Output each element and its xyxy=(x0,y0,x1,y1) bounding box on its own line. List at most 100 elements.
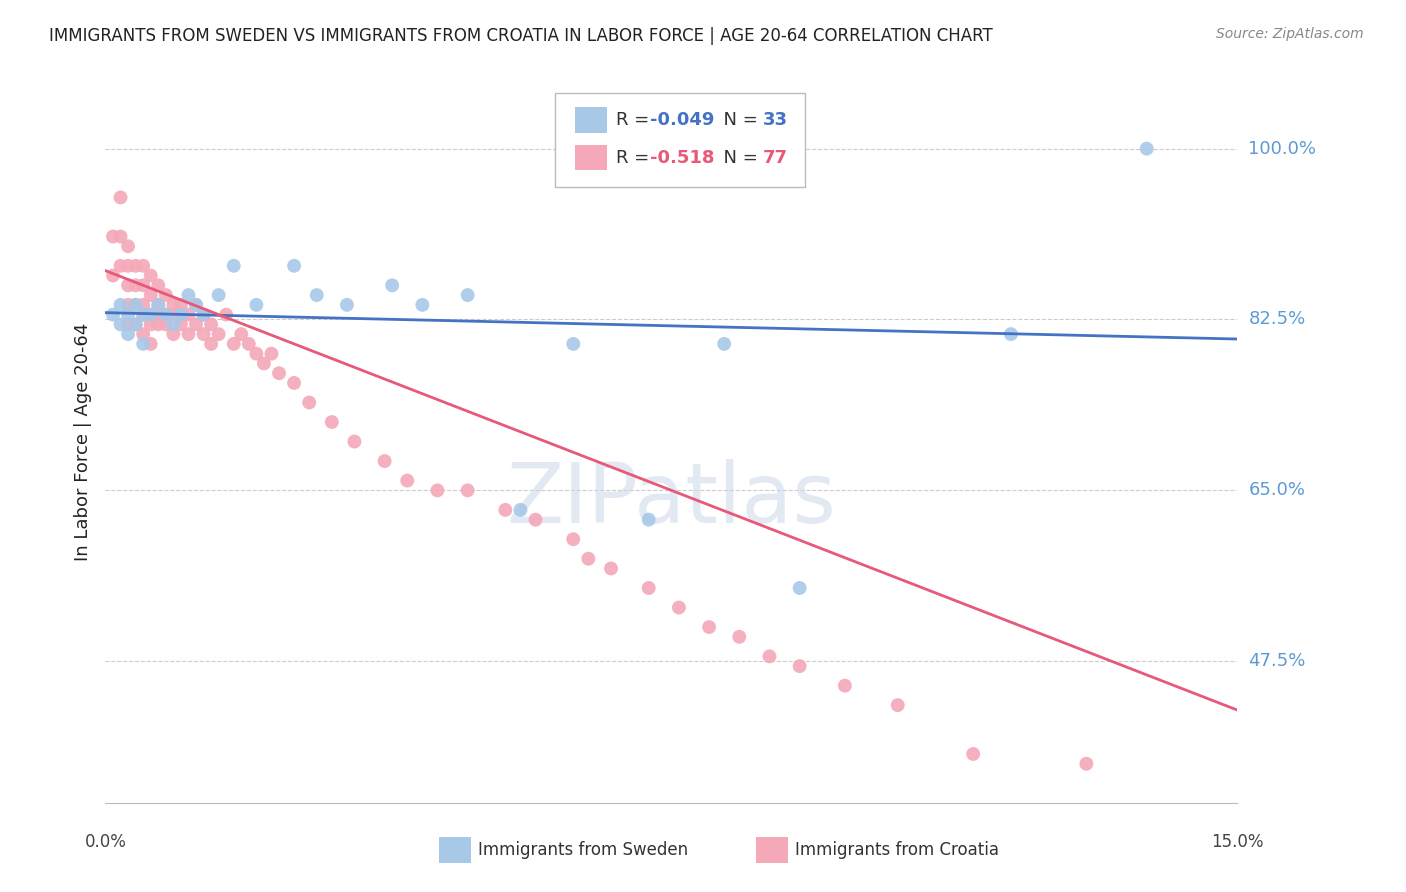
Point xyxy=(668,600,690,615)
Point xyxy=(457,288,479,302)
Point xyxy=(117,298,139,312)
Point xyxy=(193,327,215,342)
Point xyxy=(305,288,328,302)
Point xyxy=(298,395,321,409)
Point xyxy=(343,434,366,449)
Text: N =: N = xyxy=(711,149,763,167)
Point xyxy=(260,346,283,360)
Point xyxy=(117,318,139,332)
Point xyxy=(148,298,170,312)
FancyBboxPatch shape xyxy=(575,107,607,133)
Point xyxy=(208,327,231,342)
Point xyxy=(193,308,215,322)
Point xyxy=(758,649,780,664)
Point xyxy=(124,298,146,312)
Point xyxy=(117,259,139,273)
Point xyxy=(222,337,245,351)
Point xyxy=(177,308,200,322)
Point xyxy=(148,298,170,312)
Text: 15.0%: 15.0% xyxy=(1211,833,1264,851)
Point xyxy=(509,503,531,517)
Point xyxy=(494,503,516,517)
Point xyxy=(170,298,193,312)
Point xyxy=(713,337,735,351)
Point xyxy=(524,513,547,527)
Point xyxy=(155,288,177,302)
Point xyxy=(231,327,253,342)
Point xyxy=(1000,327,1022,342)
Point xyxy=(132,308,155,322)
Point xyxy=(117,327,139,342)
Point xyxy=(381,278,404,293)
Point xyxy=(834,679,856,693)
Point xyxy=(200,337,222,351)
Point xyxy=(374,454,396,468)
Point xyxy=(887,698,910,713)
Point xyxy=(200,318,222,332)
Text: R =: R = xyxy=(616,149,655,167)
Point xyxy=(245,346,267,360)
Point xyxy=(132,278,155,293)
Point xyxy=(162,308,184,322)
Point xyxy=(426,483,449,498)
Point xyxy=(253,356,276,370)
Point xyxy=(132,308,155,322)
Point xyxy=(110,318,132,332)
Text: 47.5%: 47.5% xyxy=(1249,652,1306,670)
Point xyxy=(155,308,177,322)
Point xyxy=(139,318,162,332)
Point xyxy=(697,620,720,634)
Point xyxy=(132,327,155,342)
Text: -0.049: -0.049 xyxy=(650,111,714,129)
Point xyxy=(222,259,245,273)
Point xyxy=(148,308,170,322)
Point xyxy=(283,259,305,273)
Text: IMMIGRANTS FROM SWEDEN VS IMMIGRANTS FROM CROATIA IN LABOR FORCE | AGE 20-64 COR: IMMIGRANTS FROM SWEDEN VS IMMIGRANTS FRO… xyxy=(49,27,993,45)
Point xyxy=(139,308,162,322)
Point xyxy=(600,561,623,575)
Point xyxy=(117,308,139,322)
Point xyxy=(124,318,146,332)
Point xyxy=(155,318,177,332)
Point xyxy=(321,415,343,429)
Point xyxy=(1076,756,1098,771)
Point xyxy=(110,229,132,244)
Point xyxy=(184,298,207,312)
FancyBboxPatch shape xyxy=(756,837,787,863)
Point xyxy=(728,630,751,644)
Point xyxy=(110,190,132,204)
Text: 100.0%: 100.0% xyxy=(1249,140,1316,158)
Point xyxy=(170,318,193,332)
Point xyxy=(148,278,170,293)
Point xyxy=(139,268,162,283)
Point xyxy=(101,308,124,322)
Point xyxy=(170,308,193,322)
Point xyxy=(101,229,124,244)
Point xyxy=(124,318,146,332)
Text: 0.0%: 0.0% xyxy=(84,833,127,851)
Point xyxy=(177,327,200,342)
Point xyxy=(124,259,146,273)
Point xyxy=(117,278,139,293)
Point xyxy=(576,551,599,566)
Text: 33: 33 xyxy=(763,111,787,129)
Point xyxy=(132,259,155,273)
Point xyxy=(170,308,193,322)
Point xyxy=(110,298,132,312)
Point xyxy=(155,308,177,322)
Point xyxy=(148,318,170,332)
Point xyxy=(177,288,200,302)
Text: R =: R = xyxy=(616,111,655,129)
Point xyxy=(101,268,124,283)
Point xyxy=(238,337,260,351)
Text: Immigrants from Sweden: Immigrants from Sweden xyxy=(478,841,688,859)
Point xyxy=(162,298,184,312)
Point xyxy=(139,308,162,322)
Text: N =: N = xyxy=(711,111,763,129)
Point xyxy=(215,308,238,322)
Point xyxy=(336,298,359,312)
Point xyxy=(411,298,433,312)
FancyBboxPatch shape xyxy=(555,93,804,187)
Point xyxy=(245,298,267,312)
Point xyxy=(193,308,215,322)
